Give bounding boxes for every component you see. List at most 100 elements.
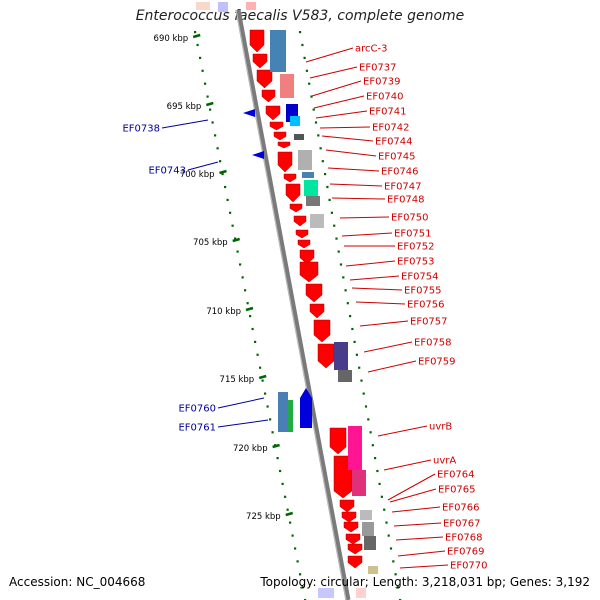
forward-gene-label[interactable]: EF0741 xyxy=(369,107,407,118)
scale-guide-dot xyxy=(291,534,294,537)
forward-gene-label[interactable]: EF0739 xyxy=(363,77,401,88)
forward-gene-leader xyxy=(359,320,409,327)
forward-gene-leader xyxy=(391,506,441,513)
forward-gene-label[interactable]: EF0767 xyxy=(443,519,481,530)
forward-gene-label[interactable]: EF0744 xyxy=(375,137,413,148)
scale-guide-dot xyxy=(204,82,207,85)
forward-gene-leader xyxy=(319,126,371,129)
forward-gene-label[interactable]: EF0751 xyxy=(394,229,432,240)
scale-guide-dot xyxy=(231,224,234,227)
reverse-gene-arrow xyxy=(243,109,255,117)
forward-gene-shape xyxy=(277,141,291,149)
forward-gene-label[interactable]: EF0745 xyxy=(378,152,416,163)
reverse-gene-leader xyxy=(217,419,269,428)
forward-gene-label[interactable]: EF0766 xyxy=(442,503,480,514)
forward-gene-label[interactable]: EF0740 xyxy=(366,92,404,103)
scale-tick xyxy=(258,374,267,380)
forward-gene-label[interactable]: EF0747 xyxy=(384,182,422,193)
feature-annotation-block xyxy=(364,536,376,550)
annotation-guide-dot xyxy=(371,444,374,447)
reverse-gene-leader xyxy=(161,119,209,129)
scale-guide-dot xyxy=(294,547,297,550)
feature-annotation-block xyxy=(310,214,324,228)
scale-guide-dot xyxy=(289,521,292,524)
scale-tick xyxy=(272,443,280,449)
genome-title: Enterococcus faecalis V583, complete gen… xyxy=(135,8,465,24)
annotation-guide-dot xyxy=(394,573,397,576)
reverse-gene-label[interactable]: EF0761 xyxy=(178,423,216,434)
forward-gene-label[interactable]: EF0752 xyxy=(397,242,435,253)
annotation-guide-dot xyxy=(312,108,315,111)
forward-gene-label[interactable]: EF0757 xyxy=(410,317,448,328)
genome-backbone xyxy=(235,9,351,600)
scale-guide-dot xyxy=(251,327,254,331)
forward-gene-label[interactable]: EF0753 xyxy=(397,257,435,268)
annotation-guide-dot xyxy=(303,56,306,59)
scale-tick xyxy=(219,169,227,175)
feature-annotation-block xyxy=(270,30,286,72)
forward-gene-shape xyxy=(305,283,323,303)
forward-gene-leader xyxy=(305,47,354,63)
reverse-gene-arrow xyxy=(300,388,312,428)
forward-gene-label[interactable]: EF0756 xyxy=(407,300,445,311)
scale-guide-dot xyxy=(296,560,299,563)
forward-gene-label[interactable]: EF0758 xyxy=(414,338,452,349)
scale-guide-dot xyxy=(209,108,212,111)
scale-guide-dot xyxy=(199,56,202,59)
scale-guide-dot xyxy=(279,469,282,473)
forward-gene-leader xyxy=(387,473,436,501)
forward-gene-shape xyxy=(269,121,284,131)
forward-gene-label[interactable]: EF0769 xyxy=(447,547,485,558)
scale-guide-dot xyxy=(266,405,269,408)
forward-gene-label[interactable]: uvrB xyxy=(429,422,452,433)
forward-gene-label[interactable]: EF0746 xyxy=(381,167,419,178)
gene-track xyxy=(196,2,378,598)
forward-gene-leader xyxy=(315,110,368,119)
forward-gene-label[interactable]: EF0742 xyxy=(372,123,410,134)
scale-tick-label: 695 kbp xyxy=(167,102,202,112)
feature-annotation-block xyxy=(352,470,366,496)
forward-gene-label[interactable]: EF0748 xyxy=(387,195,425,206)
forward-gene-leader xyxy=(367,360,417,373)
forward-gene-shape xyxy=(289,203,303,213)
feature-annotation-block xyxy=(298,150,312,170)
topology-label: Topology: circular; Length: 3,218,031 bp… xyxy=(260,575,590,589)
forward-gene-label[interactable]: EF0770 xyxy=(450,561,488,572)
edge-feature-block xyxy=(218,2,228,12)
forward-gene-shape xyxy=(313,319,331,343)
forward-gene-shape xyxy=(329,427,347,455)
annotation-guide-dot xyxy=(319,147,322,150)
forward-gene-label[interactable]: EF0764 xyxy=(437,470,475,481)
annotation-guide-dot xyxy=(314,121,318,124)
forward-gene-shape xyxy=(249,29,265,53)
scale-guide-dot xyxy=(299,573,302,576)
forward-gene-label[interactable]: arcC-3 xyxy=(355,44,387,55)
forward-gene-label[interactable]: EF0765 xyxy=(438,485,476,496)
forward-gene-label[interactable]: EF0737 xyxy=(359,63,397,74)
reverse-gene-label[interactable]: EF0760 xyxy=(178,404,216,415)
forward-gene-label[interactable]: EF0768 xyxy=(445,533,483,544)
annotation-guide-dot xyxy=(310,95,313,98)
forward-gene-shape xyxy=(297,239,311,249)
scale-guide-dot xyxy=(216,147,219,150)
forward-gene-label[interactable]: uvrA xyxy=(433,456,456,467)
forward-gene-label[interactable]: EF0754 xyxy=(401,272,439,283)
annotation-guide-dot xyxy=(376,469,379,473)
reverse-gene-label[interactable]: EF0738 xyxy=(122,124,160,135)
reverse-gene-block xyxy=(278,392,288,432)
forward-gene-shape xyxy=(252,53,268,69)
gene-label-track: arcC-3 EF0737 EF0739 EF0740 EF0741 EF0742 EF07… xyxy=(122,44,487,572)
forward-gene-label[interactable]: EF0750 xyxy=(391,213,429,224)
forward-gene-label[interactable]: EF0755 xyxy=(404,286,442,297)
scale-tick-label: 725 kbp xyxy=(246,512,281,522)
forward-gene-label[interactable]: EF0759 xyxy=(418,357,456,368)
scale-guide-dot xyxy=(264,392,267,395)
forward-gene-shape xyxy=(273,131,287,141)
forward-gene-leader xyxy=(349,275,400,281)
feature-annotation-block xyxy=(338,370,352,382)
scale-track: 690 kbp 695 kbp 700 kbp 705 kbp 710 kbp 715 k… xyxy=(154,31,402,600)
annotation-guide-dot xyxy=(342,276,345,279)
reverse-gene-label[interactable]: EF0743 xyxy=(148,166,186,177)
annotation-guide-dot xyxy=(351,327,354,331)
